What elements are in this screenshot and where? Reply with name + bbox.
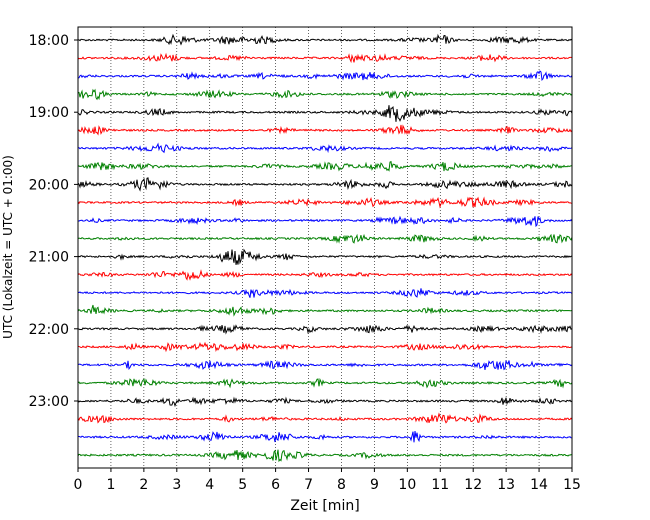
trace-1930: [77, 142, 573, 154]
seismic-traces: [77, 33, 573, 463]
trace-1900: [77, 105, 573, 122]
x-tick-label-7: 7: [304, 477, 313, 493]
x-tick-label-13: 13: [497, 477, 515, 493]
y-tick-label-2: 20:00: [29, 177, 69, 193]
trace-1945: [77, 160, 573, 172]
trace-2215: [77, 341, 573, 353]
x-tick-label-3: 3: [172, 477, 181, 493]
y-tick-label-3: 21:00: [29, 250, 69, 266]
trace-1915: [77, 124, 573, 136]
x-tick-label-8: 8: [337, 477, 346, 493]
trace-2100: [77, 248, 573, 265]
y-tick-label-5: 23:00: [29, 394, 69, 410]
trace-2115: [77, 269, 573, 281]
x-tick-label-6: 6: [271, 477, 280, 493]
y-tick-label-1: 19:00: [29, 105, 69, 121]
x-tick-label-1: 1: [106, 477, 115, 493]
y-axis-ticks: 18:00 19:00 20:00 21:00 22:00 23:00: [29, 33, 78, 410]
x-tick-label-2: 2: [139, 477, 148, 493]
trace-1845: [77, 88, 573, 101]
y-axis-label: UTC (Lokalzeit = UTC + 01:00): [1, 155, 15, 339]
y-tick-label-4: 22:00: [29, 322, 69, 338]
trace-2330: [77, 430, 573, 443]
x-tick-label-0: 0: [74, 477, 83, 493]
plot-frame: [77, 26, 573, 469]
x-tick-label-15: 15: [563, 477, 581, 493]
trace-2130: [77, 288, 573, 298]
x-axis-label: Zeit [min]: [290, 498, 359, 514]
trace-2145: [77, 304, 573, 317]
trace-2030: [77, 215, 573, 228]
x-tick-label-11: 11: [431, 477, 449, 493]
x-tick-label-12: 12: [464, 477, 482, 493]
trace-2245: [77, 377, 573, 389]
trace-1800: [77, 33, 573, 46]
trace-2015: [77, 196, 573, 209]
trace-2045: [77, 233, 573, 244]
trace-1830: [77, 70, 573, 82]
x-tick-label-4: 4: [205, 477, 214, 493]
x-tick-label-10: 10: [398, 477, 416, 493]
x-tick-label-9: 9: [370, 477, 379, 493]
x-tick-label-5: 5: [238, 477, 247, 493]
x-axis-ticks: 0 1 2 3 4 5 6 7 8 9 10 11 12 13 14 15: [74, 468, 581, 493]
trace-2345: [77, 449, 573, 463]
trace-1815: [77, 52, 573, 64]
x-tick-label-14: 14: [530, 477, 548, 493]
trace-2200: [77, 324, 573, 335]
y-tick-label-0: 18:00: [29, 33, 69, 49]
trace-2000: [77, 177, 573, 192]
trace-2300: [77, 396, 573, 408]
trace-2230: [77, 359, 573, 371]
trace-2315: [77, 412, 573, 424]
